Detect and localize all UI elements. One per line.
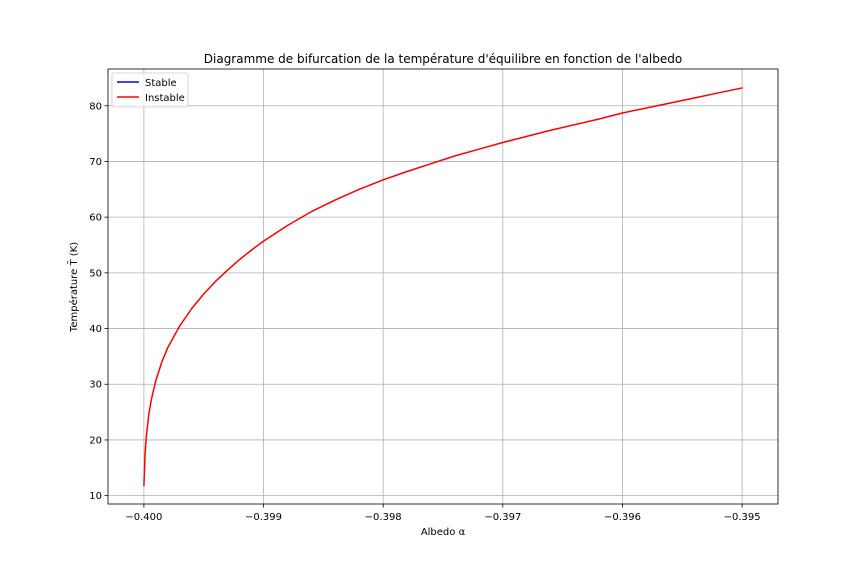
- x-tick-label: −0.395: [724, 512, 761, 523]
- x-tick-label: −0.399: [245, 512, 282, 523]
- y-axis-ticks: 10 20 30 40 50 60 70 80: [89, 101, 108, 502]
- x-tick-label: −0.396: [604, 512, 641, 523]
- x-axis-ticks: −0.400 −0.399 −0.398 −0.397 −0.396 −0.395: [125, 504, 761, 523]
- x-axis-label: Albedo α: [421, 527, 466, 538]
- x-tick-label: −0.400: [125, 512, 162, 523]
- plot-frame: [107, 68, 779, 505]
- y-tick-label: 20: [89, 435, 102, 446]
- series-line-instable: [143, 87, 743, 487]
- y-tick-label: 30: [89, 380, 102, 391]
- y-tick-label: 70: [89, 157, 102, 168]
- y-tick-label: 60: [89, 213, 102, 224]
- legend-label-stable: Stable: [145, 78, 177, 89]
- data-series: [143, 87, 743, 487]
- legend: Stable Instable: [111, 72, 189, 108]
- y-axis-label: Température T̄ (K): [67, 242, 80, 333]
- y-tick-label: 50: [89, 268, 102, 279]
- legend-label-instable: Instable: [145, 93, 185, 104]
- y-tick-label: 10: [89, 491, 102, 502]
- y-tick-label: 80: [89, 101, 102, 112]
- x-tick-label: −0.397: [484, 512, 521, 523]
- x-tick-label: −0.398: [365, 512, 402, 523]
- chart-title: Diagramme de bifurcation de la températu…: [204, 52, 682, 66]
- y-tick-label: 40: [89, 324, 102, 335]
- grid-lines: [108, 69, 778, 504]
